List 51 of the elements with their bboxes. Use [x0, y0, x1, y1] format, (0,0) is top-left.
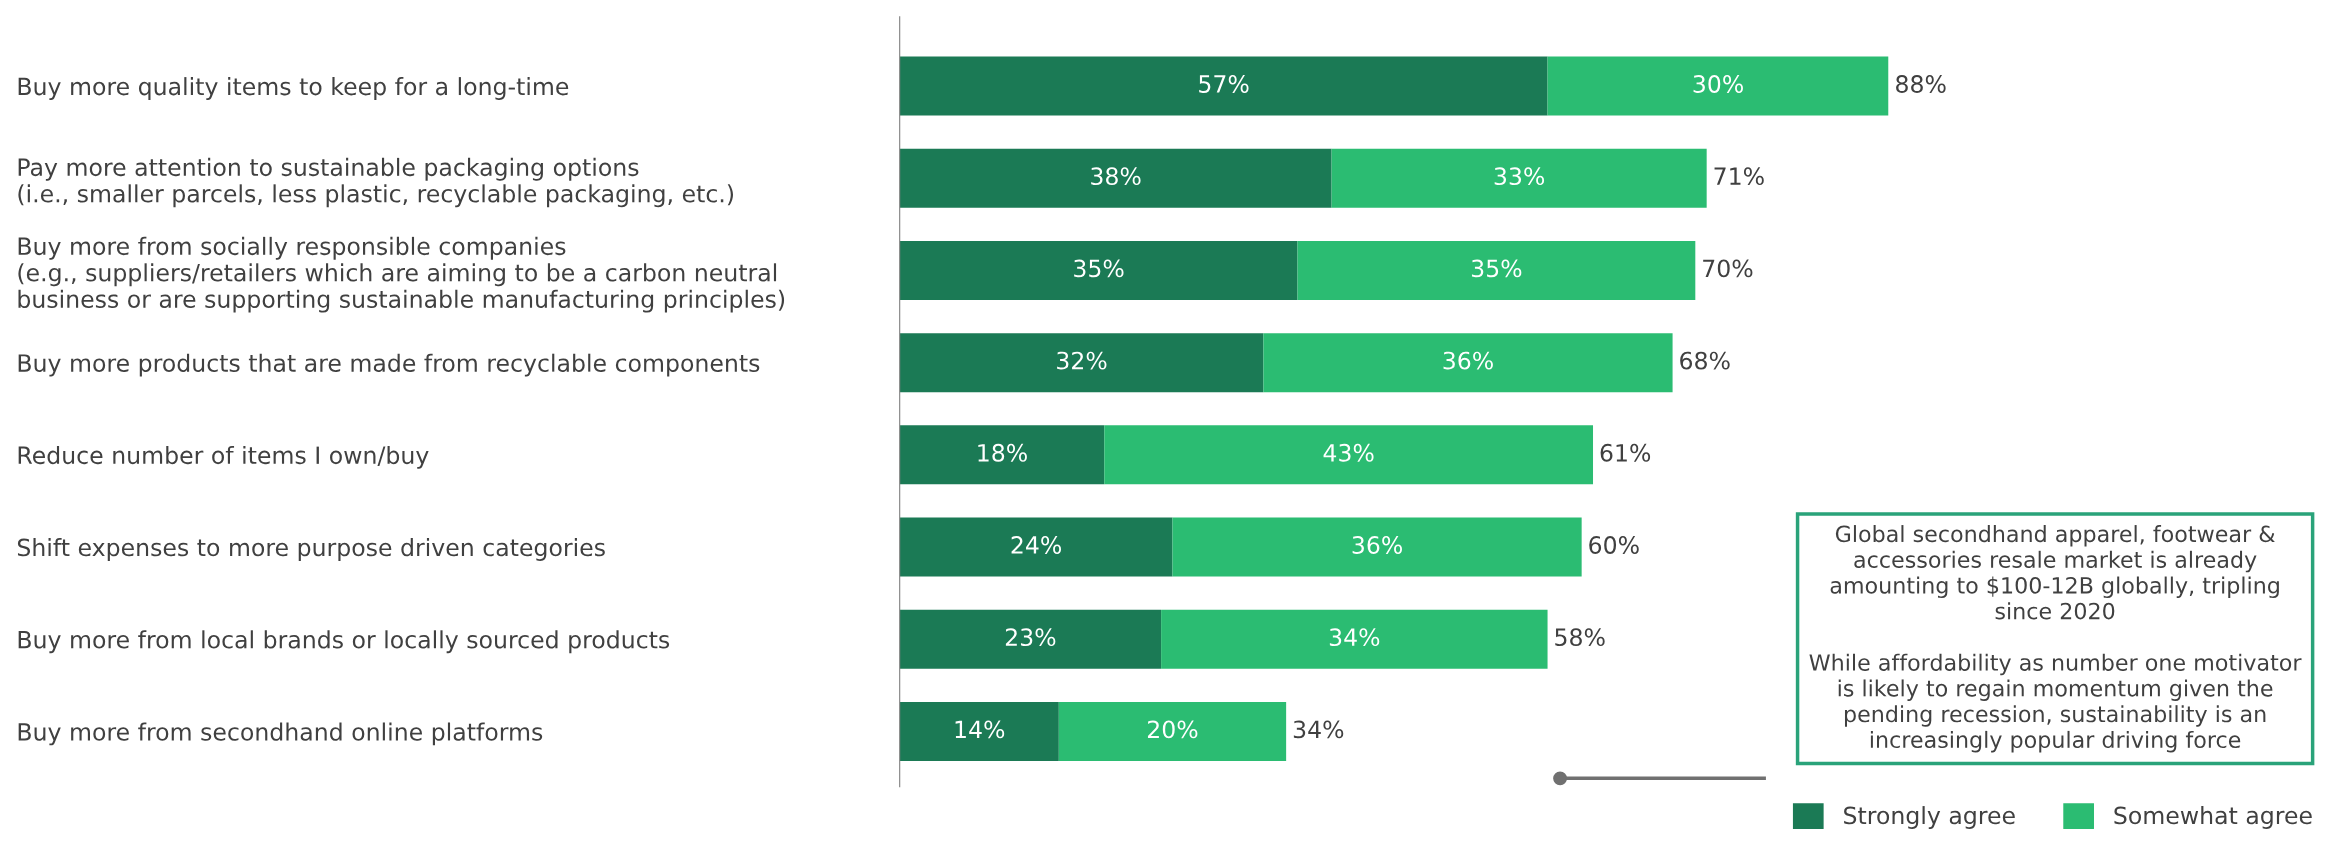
- data-label: 33%: [1494, 167, 1545, 186]
- data-label: 14%: [955, 720, 1005, 739]
- data-label: 35%: [1471, 259, 1522, 278]
- data-label: 34%: [1329, 628, 1380, 647]
- legend-label: Strongly agree: [1844, 806, 2015, 829]
- data-label: 38%: [1091, 167, 1141, 186]
- y-tick-label: Pay more attention to sustainable packaging options (i.e., smaller parcels, less plastic, recyclable packaging, etc.): [18, 157, 734, 208]
- data-label: 36%: [1352, 536, 1402, 554]
- bar: [1172, 517, 1582, 577]
- bar: [899, 425, 1105, 485]
- data-label: 24%: [1011, 536, 1062, 554]
- bar: [899, 333, 1264, 393]
- legend-label: Somewhat agree: [2114, 806, 2312, 829]
- bar: [899, 517, 1173, 577]
- total-label: 68%: [1680, 351, 1730, 370]
- bar: [899, 148, 1332, 208]
- bar: [899, 240, 1298, 300]
- bar: [1058, 701, 1287, 761]
- total-label: 88%: [1896, 75, 1946, 93]
- data-label: 32%: [1057, 351, 1107, 370]
- data-label: 18%: [978, 443, 1027, 462]
- total-label: 61%: [1600, 443, 1651, 462]
- bar: [1547, 56, 1889, 116]
- total-label: 70%: [1703, 259, 1753, 278]
- total-label: 34%: [1293, 720, 1344, 739]
- y-tick-label: Buy more from local brands or locally sourced products: [18, 630, 670, 654]
- bar: [899, 56, 1548, 116]
- data-label: 43%: [1323, 443, 1374, 462]
- y-tick-label: Buy more from secondhand online platforms: [18, 722, 543, 746]
- total-label: 71%: [1714, 167, 1764, 186]
- y-tick-label: Buy more quality items to keep for a long-time: [18, 77, 569, 100]
- total-label: 60%: [1589, 536, 1639, 554]
- data-label: 57%: [1199, 75, 1249, 93]
- data-label: 30%: [1693, 75, 1743, 93]
- data-label: 23%: [1005, 628, 1056, 647]
- y-tick-label: Buy more products that are made from recyclable components: [18, 353, 760, 377]
- bar: [1297, 240, 1696, 300]
- text: Global secondhand apparel, footwear & accessories resale market is already amounting to $100-12B globally, tripling since 2020 While affordability as number one motivator is likely to regain momentum given the pending recession, sustainability is an increasingly popular driving force: [1809, 525, 2302, 753]
- y-tick-label: Buy more from socially responsible companies (e.g., suppliers/retailers which are aiming to be a carbon neutral business or are supporting sustainable manufacturing principles): [18, 236, 785, 313]
- total-label: 58%: [1555, 628, 1605, 647]
- data-label: 36%: [1443, 351, 1493, 370]
- bar: [899, 609, 1162, 669]
- bar: [899, 701, 1059, 761]
- data-label: 35%: [1074, 259, 1124, 278]
- bar: [1263, 333, 1673, 393]
- data-label: 20%: [1147, 720, 1198, 739]
- bar: [1161, 609, 1548, 669]
- bar: [1331, 148, 1707, 208]
- bar: [1104, 425, 1594, 485]
- y-tick-label: Shift expenses to more purpose driven categories: [17, 538, 605, 561]
- y-tick-label: Reduce number of items I own/buy: [18, 445, 429, 469]
